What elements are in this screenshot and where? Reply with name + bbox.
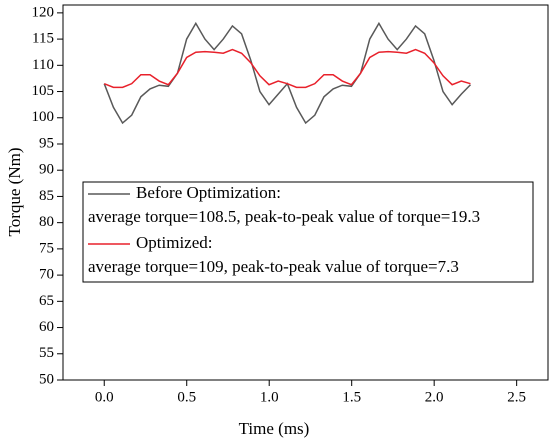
y-tick-label: 95 — [39, 135, 54, 151]
legend-box — [82, 181, 534, 283]
x-tick-label: 0.0 — [95, 389, 114, 405]
y-tick-label: 120 — [32, 4, 55, 20]
legend-description: average torque=109, peak-to-peak value o… — [88, 257, 459, 276]
y-tick-label: 55 — [39, 345, 54, 361]
y-tick-label: 110 — [32, 57, 54, 73]
y-tick-label: 60 — [39, 319, 54, 335]
plot-frame — [62, 4, 549, 381]
x-tick-label: 0.5 — [177, 389, 196, 405]
y-tick-label: 50 — [39, 371, 54, 387]
legend-label: Optimized: — [136, 233, 212, 252]
x-tick-label: 2.0 — [425, 389, 444, 405]
y-tick-label: 85 — [39, 188, 54, 204]
y-tick-label: 75 — [39, 240, 54, 256]
y-tick-label: 90 — [39, 162, 54, 178]
series-line — [103, 48, 471, 89]
y-tick-label: 105 — [32, 83, 55, 99]
y-tick-label: 80 — [39, 214, 54, 230]
y-tick-label: 65 — [39, 293, 54, 309]
y-tick-label: 70 — [39, 267, 54, 283]
x-axis-label: Time (ms) — [239, 419, 310, 438]
series-line — [103, 21, 472, 125]
legend-description: average torque=108.5, peak-to-peak value… — [88, 207, 480, 226]
y-tick-label: 100 — [32, 109, 55, 125]
x-tick-label: 1.0 — [260, 389, 279, 405]
x-tick-label: 1.5 — [342, 389, 361, 405]
y-axis-label: Torque (Nm) — [5, 148, 24, 237]
legend-label: Before Optimization: — [136, 183, 281, 202]
x-tick-label: 2.5 — [507, 389, 526, 405]
y-tick-label: 115 — [32, 31, 54, 47]
